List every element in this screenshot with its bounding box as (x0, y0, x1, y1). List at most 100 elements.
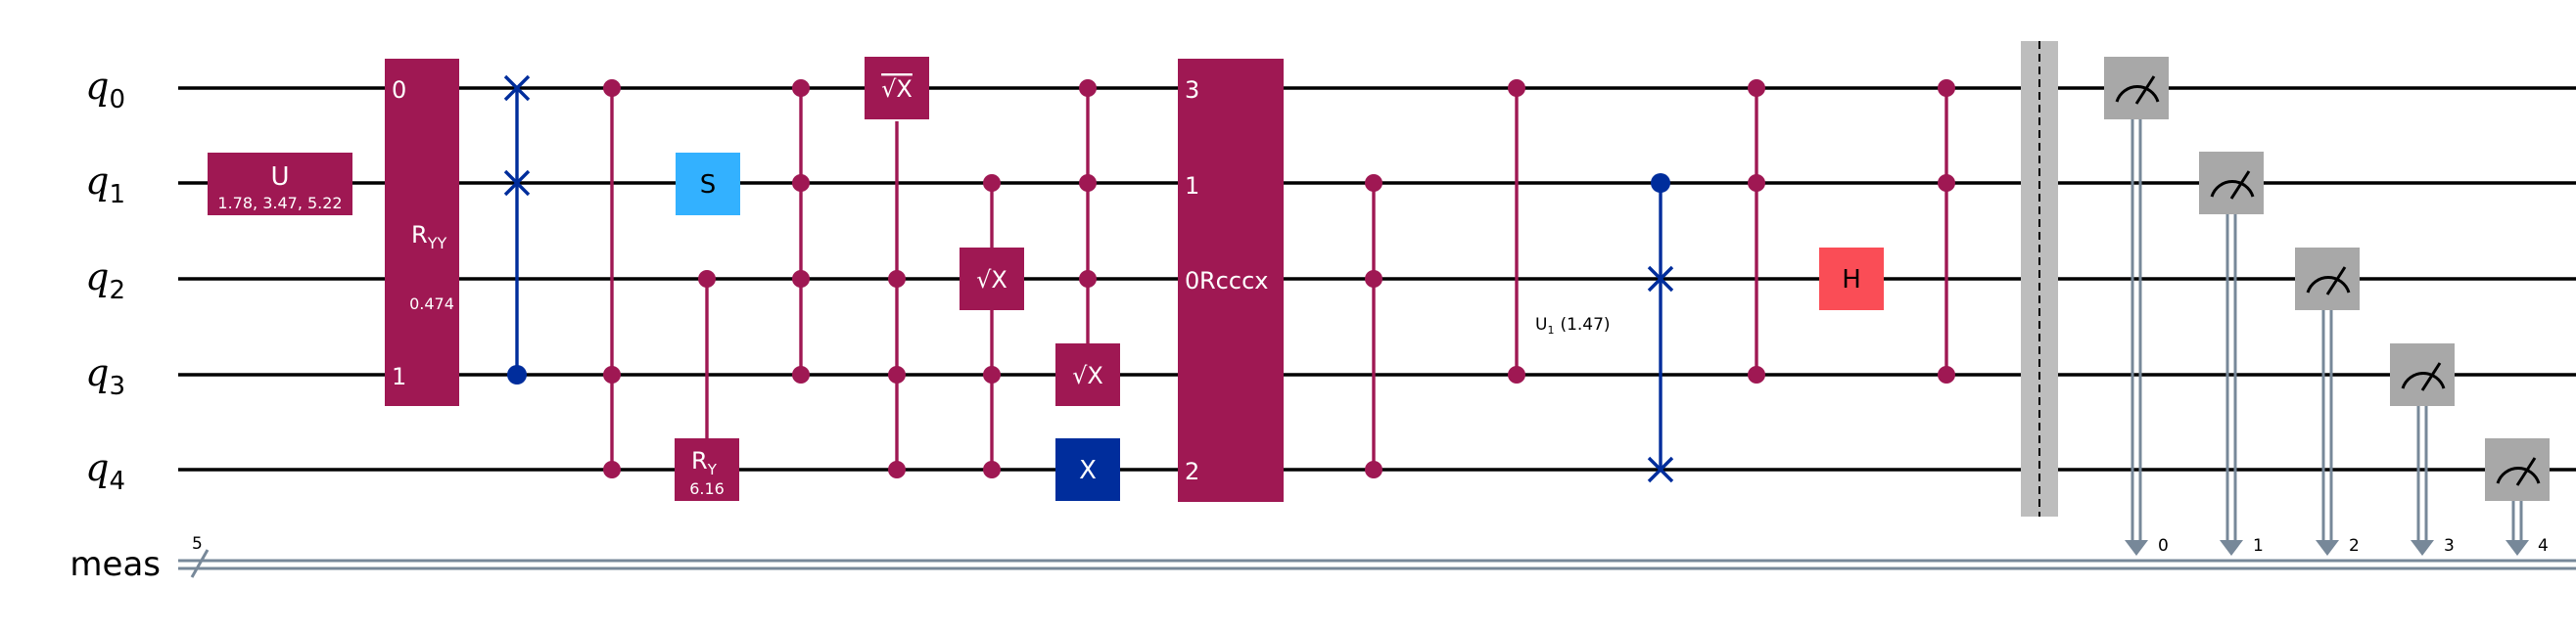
cz-dot-q3 (603, 366, 621, 384)
classical-wire: 5 (178, 534, 2576, 578)
s-gate: S (676, 153, 740, 215)
ryy-gate-box (385, 59, 459, 406)
cu1-label: U1 (1.47) (1535, 315, 1611, 337)
h-gate: H (1819, 248, 1884, 310)
swap-cross-q0 (503, 74, 531, 102)
csx-q0-dot-q4 (888, 461, 906, 478)
rcccx-gate-box (1178, 59, 1284, 502)
mcz-b-dot-q1 (1365, 174, 1382, 192)
qubit-label-q1: q1 (85, 159, 125, 209)
rcccx-gate: 3 1 0 Rcccx 2 (1178, 59, 1284, 502)
x-gate-box (1055, 438, 1120, 501)
csx-q2-dot-q1 (983, 174, 1001, 192)
qubit-label-q4: q4 (85, 446, 125, 496)
measure-bit-2: 2 (2349, 536, 2360, 556)
sx-gate-label-q3: √X (1072, 362, 1103, 389)
mcz-c-dot-q0 (1748, 79, 1765, 97)
swap-b-cross-q2 (1647, 265, 1674, 293)
s-gate-label: S (700, 170, 717, 200)
csx-q3-dot-q2 (1079, 270, 1097, 288)
csx-gate-q2: √X (960, 174, 1024, 478)
measure-q2: 2 (2295, 248, 2360, 556)
measure-bit-0: 0 (2158, 536, 2169, 556)
cz-q0-q1-q2-q3 (792, 79, 810, 384)
measure-bit-1: 1 (2253, 536, 2264, 556)
mcz-b-dot-q4 (1365, 461, 1382, 478)
mcz-d-dot-q3 (1938, 366, 1955, 384)
meter-icon-q4-needle (2515, 457, 2537, 486)
csx-q0-dot-q3 (888, 366, 906, 384)
rcccx-port-q0: 3 (1185, 76, 1199, 104)
meter-icon-q0-arc (2115, 85, 2160, 103)
u-gate: U 1.78, 3.47, 5.22 (208, 153, 352, 215)
cu1-gate: U1 (1.47) (1508, 79, 1611, 384)
csx-q2-dot-q4 (983, 461, 1001, 478)
u-gate-label: U (270, 162, 289, 192)
meter-icon-q2-arc (2306, 276, 2351, 294)
cz-q1-q2-q4 (1365, 174, 1382, 478)
qubit-label-q3: q3 (85, 351, 125, 401)
mcz-d-dot-q0 (1938, 79, 1955, 97)
csx-gate-q0: √X (865, 57, 929, 478)
ry-gate-label: RY (691, 447, 718, 478)
mcz-c-dot-q3 (1748, 366, 1765, 384)
meter-icon-q0-needle (2134, 75, 2156, 105)
sx-gate-box-q3 (1055, 343, 1120, 406)
ryy-port-top: 0 (392, 76, 406, 104)
cu1-dot-q3 (1508, 366, 1525, 384)
ry-gate-box (675, 438, 739, 501)
x-gate-label: X (1079, 456, 1097, 485)
qubit-labels: q0 q1 q2 q3 q4 meas (70, 65, 161, 584)
measure-q4-arrow (2506, 540, 2529, 556)
cswap-b-control-dot (1651, 173, 1670, 193)
cz-dot-q4 (603, 461, 621, 478)
cswap-q3-q0-q1 (503, 74, 531, 385)
measure-q1: 1 (2199, 152, 2264, 556)
h-gate-label: H (1842, 265, 1861, 294)
cz-q0-q1-q3-b (1938, 79, 1955, 384)
meter-icon-q4-arc (2496, 467, 2541, 484)
mcz-c-dot-q1 (1748, 174, 1765, 192)
classical-bundle-slash (190, 549, 210, 578)
measure-q0-arrow (2125, 540, 2148, 556)
rcccx-gate-label: Rcccx (1199, 267, 1268, 294)
mcz-a-dot-q2 (792, 270, 810, 288)
classical-register-label: meas (70, 545, 161, 584)
meter-icon-q2-needle (2325, 266, 2347, 295)
measure-bit-3: 3 (2444, 536, 2455, 556)
meter-icon-q3-needle (2420, 362, 2442, 391)
mcz-d-dot-q1 (1938, 174, 1955, 192)
measurements: 0 1 2 3 (2104, 57, 2550, 556)
csx-gate-q3: √X (1055, 79, 1120, 406)
u-gate-params: 1.78, 3.47, 5.22 (217, 194, 342, 212)
meter-icon-q3-arc (2401, 372, 2446, 389)
ry-gate-param: 6.16 (689, 479, 725, 498)
swap-b-cross-q4 (1647, 456, 1674, 483)
measure-q3: 3 (2390, 343, 2455, 556)
meter-icon-q1-needle (2229, 170, 2251, 200)
csx-q2-dot-q3 (983, 366, 1001, 384)
x-gate: X (1055, 438, 1120, 501)
cz-q0-q3-q4 (603, 79, 621, 478)
measure-q1-arrow (2220, 540, 2243, 556)
classical-register-size: 5 (192, 534, 203, 554)
u-gate-box (208, 153, 352, 215)
measure-q4: 4 (2485, 438, 2550, 556)
sx-gate-label-q0: √X (881, 75, 913, 103)
barrier (2021, 41, 2058, 517)
qubit-label-q0: q0 (85, 65, 125, 114)
ryy-gate-param: 0.474 (409, 294, 454, 313)
sx-gate-label-q2: √X (976, 266, 1007, 294)
mcz-a-dot-q3 (792, 366, 810, 384)
rcccx-port-q4: 2 (1185, 458, 1199, 485)
rcccx-port-q2: 0 (1185, 267, 1199, 294)
measure-q0: 0 (2104, 57, 2169, 556)
measure-bit-4: 4 (2538, 536, 2549, 556)
ryy-gate: 0 1 RYY 0.474 (385, 59, 459, 406)
measure-q3-arrow (2411, 540, 2434, 556)
mcz-a-dot-q0 (792, 79, 810, 97)
mcz-b-dot-q2 (1365, 270, 1382, 288)
cz-dot-q0 (603, 79, 621, 97)
sx-gate-box-q2 (960, 248, 1024, 310)
